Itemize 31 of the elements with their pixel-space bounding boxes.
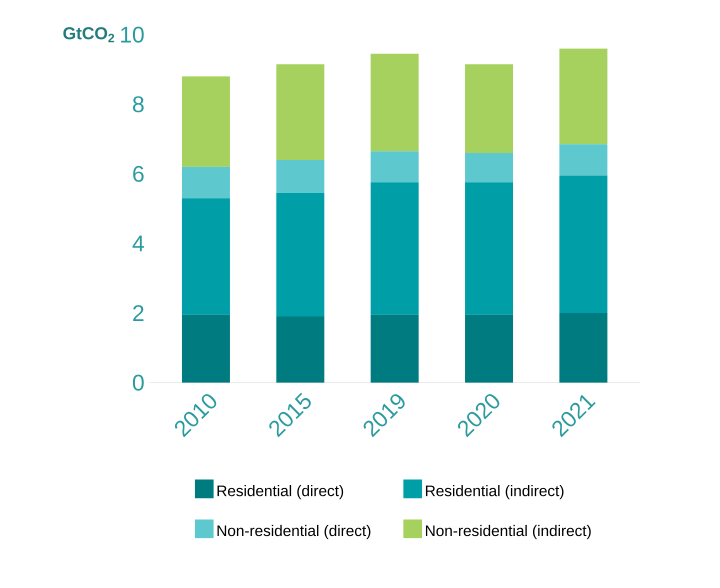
bar <box>182 76 230 167</box>
bar <box>276 193 324 317</box>
legend-label: Non-residential (indirect) <box>426 524 591 540</box>
y-axis-title: GtCO$_{2}$ <box>63 27 114 42</box>
bar <box>559 313 608 383</box>
bar <box>276 64 324 160</box>
bar <box>465 64 514 153</box>
bar <box>182 166 230 198</box>
bar <box>182 198 230 315</box>
bar <box>276 160 324 193</box>
legend-label: Residential (indirect) <box>426 485 564 500</box>
y-tick-label: 2 <box>133 305 144 321</box>
bar <box>370 182 419 315</box>
legend-label: Non-residential (direct) <box>218 524 370 540</box>
legend-label: Residential (direct) <box>218 485 344 500</box>
bar <box>559 144 608 176</box>
bar <box>182 314 230 383</box>
y-tick-label: 6 <box>133 166 144 182</box>
bar <box>276 316 324 383</box>
y-tick-label: 8 <box>133 96 144 112</box>
y-tick-label: 4 <box>132 236 144 252</box>
bar <box>465 182 514 315</box>
y-tick-label: 0 <box>132 374 144 391</box>
bar <box>370 151 419 183</box>
bar <box>465 152 514 183</box>
bar <box>465 314 514 383</box>
bar <box>559 48 608 144</box>
y-tick-label: 10 <box>121 26 144 43</box>
bar <box>370 314 419 383</box>
bar <box>370 54 419 152</box>
bar <box>559 176 608 314</box>
